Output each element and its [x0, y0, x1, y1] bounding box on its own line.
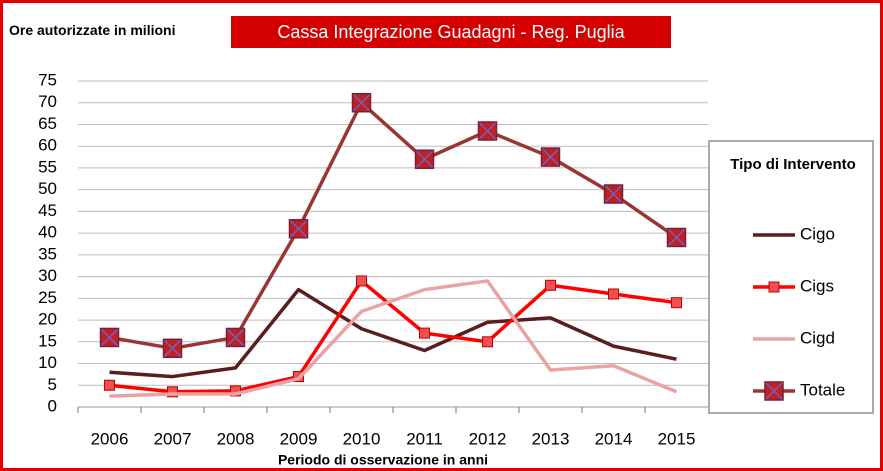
- marker: [768, 281, 780, 293]
- plot: Cassa Integrazione Guadagni - Reg. Pugli…: [38, 16, 874, 468]
- marker: [608, 288, 619, 300]
- series-line: [109, 100, 678, 351]
- marker-cross: [765, 382, 783, 400]
- chart-title: Cassa Integrazione Guadagni - Reg. Pugli…: [277, 22, 625, 42]
- legend-box: [708, 140, 874, 414]
- series-line: [109, 279, 678, 398]
- series-line: [109, 287, 677, 379]
- marker: [104, 379, 115, 391]
- legend-label: Cigo: [800, 224, 835, 243]
- series-line: [109, 279, 677, 394]
- y-tick-label: 10: [38, 353, 57, 372]
- y-tick-label: 15: [38, 331, 57, 350]
- legend-title: Tipo di Intervento: [730, 156, 856, 173]
- y-tick-label: 45: [38, 201, 57, 220]
- marker: [230, 385, 241, 397]
- y-tick-label: 0: [48, 396, 57, 415]
- x-tick-label: 2015: [658, 429, 696, 448]
- y-tick-label: 75: [38, 70, 57, 89]
- marker-cross: [415, 150, 434, 168]
- y-tick-label: 50: [38, 179, 57, 198]
- y-tick-label: 25: [38, 288, 57, 307]
- x-tick-label: 2010: [343, 429, 381, 448]
- x-tick-label: 2013: [532, 429, 570, 448]
- x-axis-label: Periodo di osservazione in anni: [278, 452, 488, 468]
- marker-cross: [667, 228, 686, 247]
- x-tick-label: 2011: [406, 429, 443, 448]
- y-tick-label: 60: [38, 136, 57, 155]
- y-tick-label: 70: [38, 92, 57, 111]
- marker: [545, 279, 556, 291]
- x-tick-label: 2014: [595, 429, 633, 448]
- y-tick-label: 40: [38, 223, 57, 242]
- y-tick-label: 5: [48, 375, 57, 394]
- marker-cross: [289, 220, 308, 238]
- marker-cross: [100, 328, 119, 346]
- marker: [167, 386, 178, 398]
- x-tick-label: 2009: [280, 429, 318, 448]
- y-tick-label: 35: [38, 244, 57, 263]
- x-tick-label: 2012: [469, 429, 507, 448]
- marker-cross: [478, 122, 497, 140]
- legend-label: Cigd: [800, 328, 835, 347]
- y-axis-label: Ore autorizzate in milioni: [9, 22, 176, 38]
- y-tick-label: 65: [38, 114, 57, 133]
- y-tick-label: 20: [38, 310, 57, 329]
- y-tick-label: 30: [38, 266, 57, 285]
- marker-cross: [352, 94, 371, 112]
- marker: [356, 275, 367, 287]
- legend-label: Totale: [800, 380, 845, 399]
- marker: [671, 297, 682, 309]
- y-tick-label: 55: [38, 157, 57, 176]
- marker: [419, 327, 430, 339]
- marker-cross: [541, 148, 560, 166]
- title-box: [231, 16, 671, 48]
- legend-label: Cigs: [800, 276, 834, 295]
- marker-cross: [226, 328, 245, 346]
- x-tick-label: 2008: [217, 429, 255, 448]
- marker-cross: [163, 339, 182, 357]
- x-tick-label: 2007: [154, 429, 192, 448]
- marker: [482, 336, 493, 348]
- x-tick-label: 2006: [91, 429, 129, 448]
- marker-cross: [604, 185, 623, 203]
